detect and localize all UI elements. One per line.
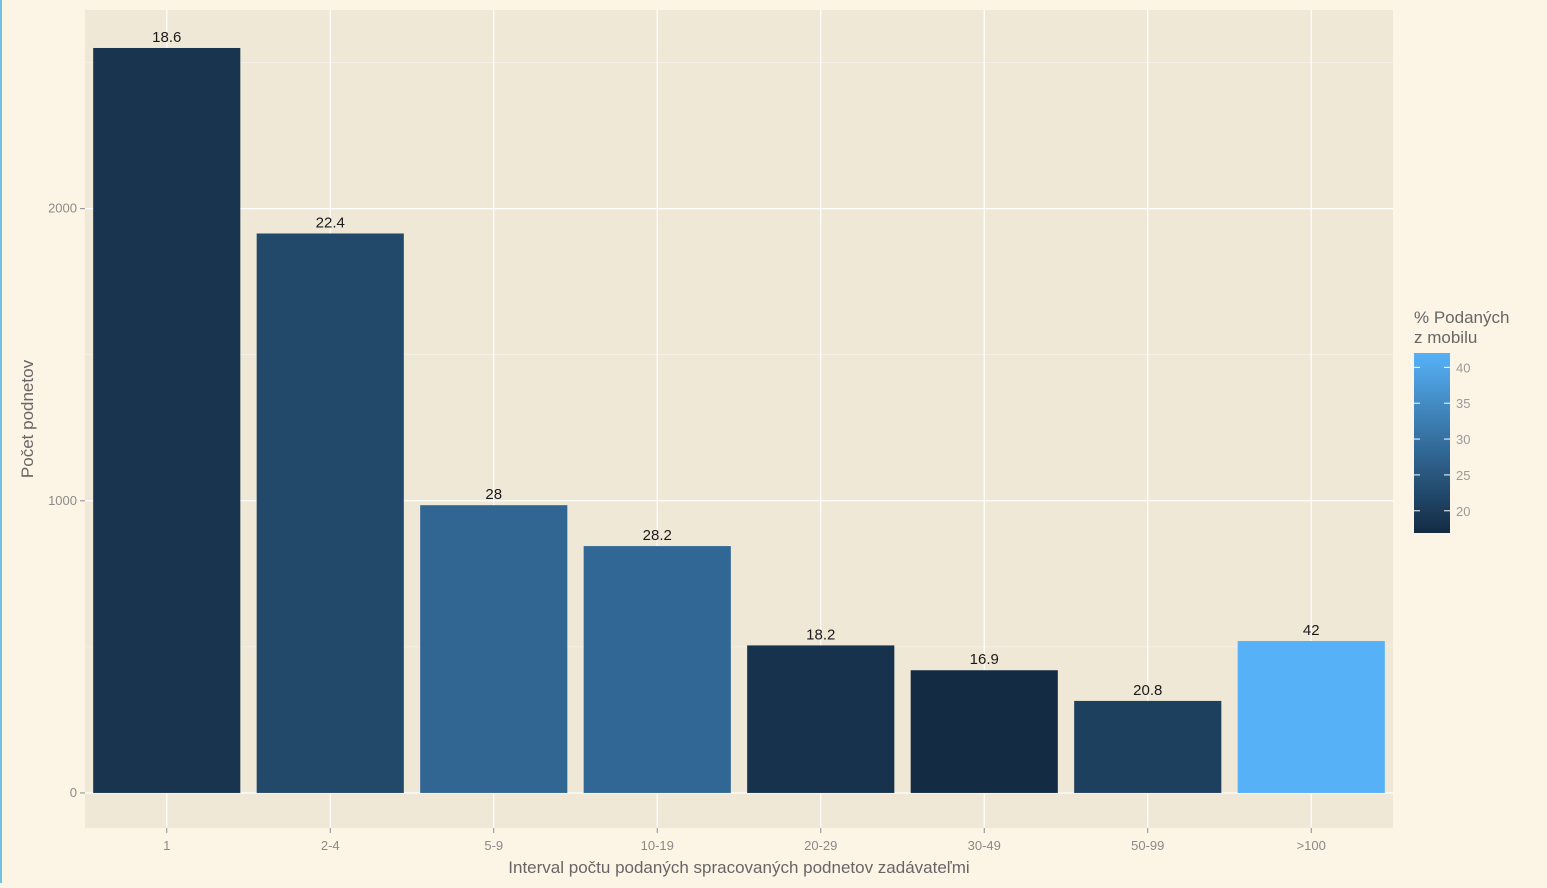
bar-2-4 (256, 233, 404, 793)
bar-value-label: 28.2 (643, 527, 672, 544)
bar-value-label: 18.6 (152, 29, 181, 46)
x-tick-label: >100 (1297, 838, 1326, 853)
bar-value-label: 28 (485, 486, 502, 503)
bar-1 (93, 47, 241, 793)
legend-title-line2: z mobilu (1414, 328, 1477, 347)
bar-value-label: 42 (1303, 622, 1320, 639)
legend-tick-label: 40 (1456, 360, 1470, 375)
bar-value-label: 18.2 (806, 626, 835, 643)
x-tick-label: 30-49 (968, 838, 1001, 853)
legend-tick-label: 20 (1456, 504, 1470, 519)
bar-30-49 (910, 670, 1058, 793)
x-tick-label: 10-19 (641, 838, 674, 853)
x-tick-label: 2-4 (321, 838, 340, 853)
y-axis: 0 1000 2000 (48, 201, 85, 800)
x-tick-label: 20-29 (804, 838, 837, 853)
bar-value-label: 22.4 (316, 214, 345, 231)
x-tick-label: 1 (163, 838, 170, 853)
x-tick-label: 50-99 (1131, 838, 1164, 853)
x-tick-label: 5-9 (484, 838, 503, 853)
x-axis: 1 2-4 5-9 10-19 20-29 30-49 50-99 >100 (163, 828, 1326, 853)
bar-labels-group: 18.6 22.4 28 28.2 18.2 16.9 20.8 42 (152, 29, 1319, 699)
legend-colorbar (1414, 353, 1450, 533)
legend-title-line1: % Podaných (1414, 308, 1509, 327)
bar-20-29 (747, 645, 895, 793)
y-tick-label: 2000 (48, 201, 77, 216)
y-tick-label: 1000 (48, 493, 77, 508)
bar-value-label: 16.9 (970, 651, 999, 668)
bar-5-9 (420, 505, 568, 793)
bar-value-label: 20.8 (1133, 682, 1162, 699)
legend-tick-label: 30 (1456, 432, 1470, 447)
color-legend: % Podaných z mobilu 20 25 30 35 40 (1414, 308, 1509, 533)
legend-tick-label: 25 (1456, 468, 1470, 483)
y-axis-title: Počet podnetov (18, 359, 37, 478)
bars-group (93, 47, 1385, 793)
legend-ticks: 20 25 30 35 40 (1414, 360, 1470, 519)
y-tick-label: 0 (70, 785, 77, 800)
bar-50-99 (1074, 700, 1222, 793)
x-axis-title: Interval počtu podaných spracovaných pod… (508, 858, 969, 877)
bar->100 (1237, 641, 1385, 793)
bar-10-19 (583, 546, 731, 793)
legend-tick-label: 35 (1456, 396, 1470, 411)
